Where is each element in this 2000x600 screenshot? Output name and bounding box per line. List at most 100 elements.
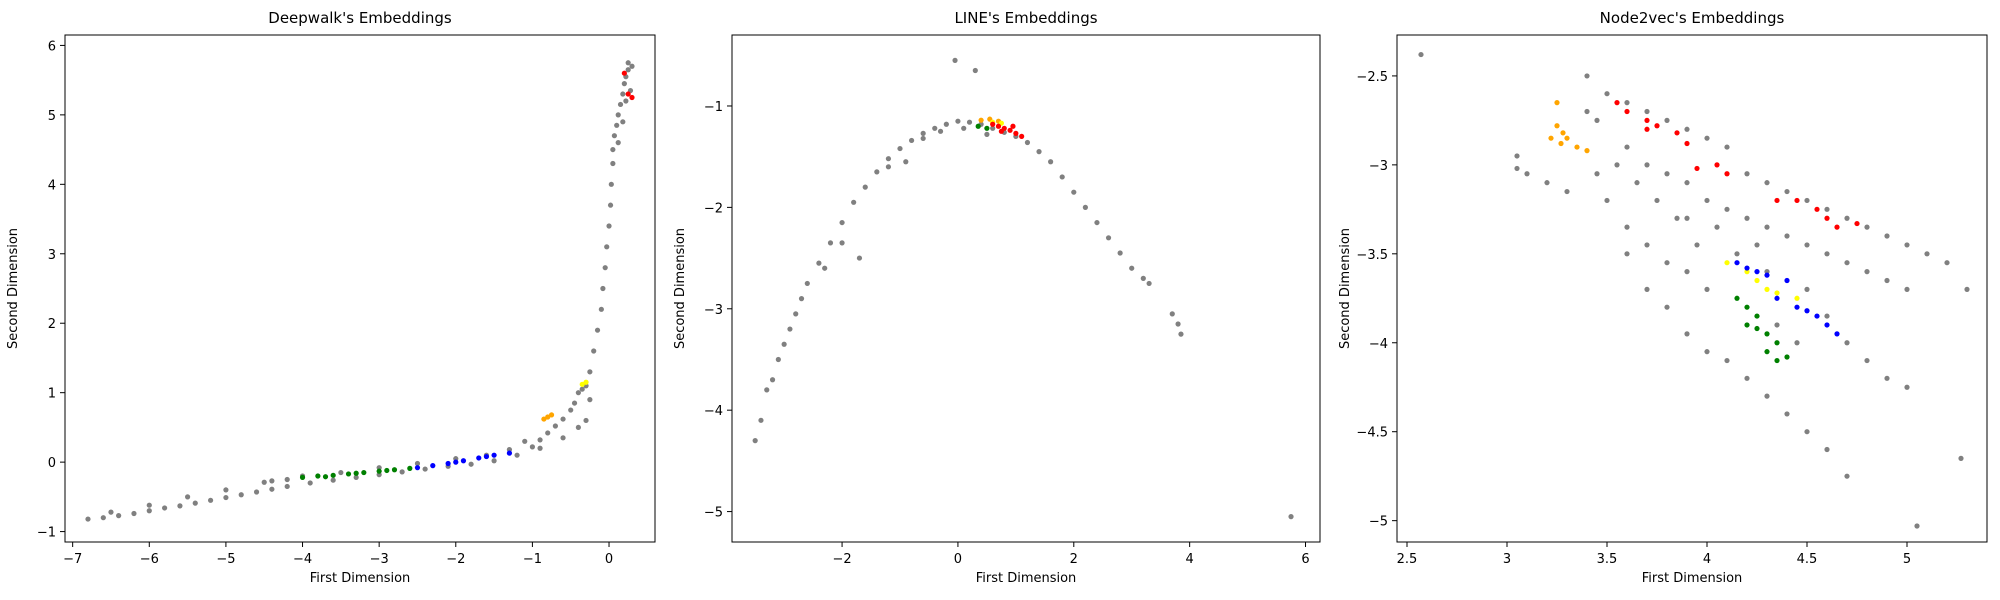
data-point bbox=[146, 502, 152, 508]
y-tick-label: 4 bbox=[48, 178, 56, 193]
data-point bbox=[545, 414, 551, 420]
data-point bbox=[1024, 139, 1031, 146]
data-point bbox=[995, 123, 1002, 129]
data-point bbox=[307, 480, 313, 486]
data-point bbox=[491, 452, 497, 458]
data-point bbox=[975, 123, 981, 129]
x-tick-label: 6 bbox=[1301, 552, 1309, 567]
y-tick-label: −3.5 bbox=[1356, 248, 1388, 263]
data-point bbox=[315, 473, 321, 479]
data-point bbox=[1784, 411, 1790, 417]
data-point bbox=[1584, 73, 1590, 79]
data-point bbox=[1684, 140, 1690, 147]
data-point bbox=[1734, 295, 1740, 301]
data-point bbox=[1824, 313, 1830, 319]
data-point bbox=[1654, 123, 1660, 129]
data-point bbox=[602, 265, 608, 271]
data-point bbox=[1794, 340, 1800, 346]
data-point bbox=[1664, 117, 1670, 123]
data-point bbox=[610, 160, 616, 167]
data-point bbox=[453, 459, 459, 465]
x-tick-label: −1 bbox=[523, 552, 542, 567]
data-point bbox=[1754, 277, 1760, 284]
data-point bbox=[587, 369, 593, 375]
data-point bbox=[384, 467, 390, 474]
data-point bbox=[937, 128, 944, 134]
data-point bbox=[990, 121, 996, 127]
data-point bbox=[1704, 286, 1710, 292]
data-point bbox=[85, 516, 91, 522]
data-point bbox=[1554, 100, 1560, 106]
data-point bbox=[769, 377, 776, 383]
data-point bbox=[1048, 159, 1054, 165]
data-point bbox=[1774, 295, 1780, 301]
data-point bbox=[1774, 322, 1780, 328]
data-point bbox=[1558, 140, 1564, 147]
data-point bbox=[131, 510, 137, 517]
data-point bbox=[568, 407, 574, 413]
data-point bbox=[1744, 322, 1750, 328]
data-point bbox=[506, 450, 513, 456]
data-point bbox=[1724, 144, 1730, 150]
data-point bbox=[1554, 123, 1560, 129]
data-point bbox=[610, 146, 616, 153]
data-point bbox=[625, 91, 631, 97]
data-point bbox=[1724, 260, 1730, 266]
y-tick-label: 3 bbox=[48, 248, 56, 263]
data-point bbox=[353, 474, 359, 481]
data-point bbox=[1814, 313, 1820, 319]
y-tick-label: 5 bbox=[48, 109, 56, 124]
x-tick-label: 2.5 bbox=[1397, 552, 1418, 567]
y-tick-label: 2 bbox=[48, 317, 56, 332]
data-point bbox=[1724, 357, 1730, 364]
data-point bbox=[552, 423, 558, 429]
data-point bbox=[885, 164, 892, 170]
data-point bbox=[621, 70, 627, 76]
data-point bbox=[353, 470, 359, 476]
data-point bbox=[1824, 322, 1830, 328]
y-tick-label: −5 bbox=[1369, 515, 1388, 530]
data-point bbox=[955, 118, 961, 124]
data-point bbox=[1754, 325, 1760, 332]
data-point bbox=[1884, 277, 1890, 284]
data-point bbox=[816, 260, 822, 266]
y-tick-label: −1 bbox=[704, 100, 723, 115]
data-point bbox=[621, 81, 627, 87]
data-point bbox=[591, 348, 597, 354]
data-point bbox=[1904, 384, 1910, 390]
data-point bbox=[1644, 286, 1650, 292]
data-point bbox=[1140, 275, 1146, 281]
x-tick-label: −7 bbox=[63, 552, 82, 567]
data-point bbox=[223, 487, 229, 493]
data-point bbox=[984, 125, 990, 131]
data-point bbox=[583, 417, 589, 424]
data-point bbox=[269, 478, 275, 484]
data-point bbox=[1013, 130, 1019, 136]
data-point bbox=[1764, 331, 1770, 337]
data-point bbox=[1684, 331, 1690, 337]
chart-title: Node2vec's Embeddings bbox=[1600, 9, 1785, 27]
data-point bbox=[238, 492, 244, 498]
x-tick-label: −5 bbox=[216, 552, 235, 567]
data-point bbox=[1884, 233, 1890, 239]
data-point bbox=[620, 119, 626, 125]
data-point bbox=[1844, 215, 1850, 221]
data-point bbox=[856, 255, 863, 261]
data-point bbox=[1744, 375, 1750, 381]
data-point bbox=[1824, 251, 1830, 257]
y-tick-label: −3 bbox=[1369, 159, 1388, 174]
data-point bbox=[491, 458, 497, 464]
data-point bbox=[1744, 269, 1750, 275]
data-point bbox=[1146, 280, 1152, 287]
data-point bbox=[839, 240, 845, 246]
data-point bbox=[299, 474, 306, 481]
data-point bbox=[608, 181, 614, 187]
data-point bbox=[943, 121, 949, 127]
data-point bbox=[615, 140, 621, 146]
y-tick-label: 6 bbox=[48, 39, 56, 54]
data-point bbox=[1624, 100, 1630, 106]
data-point bbox=[1019, 133, 1025, 139]
plot-frame bbox=[64, 34, 656, 543]
x-tick-label: 2 bbox=[1070, 552, 1078, 567]
data-point bbox=[1804, 429, 1810, 435]
